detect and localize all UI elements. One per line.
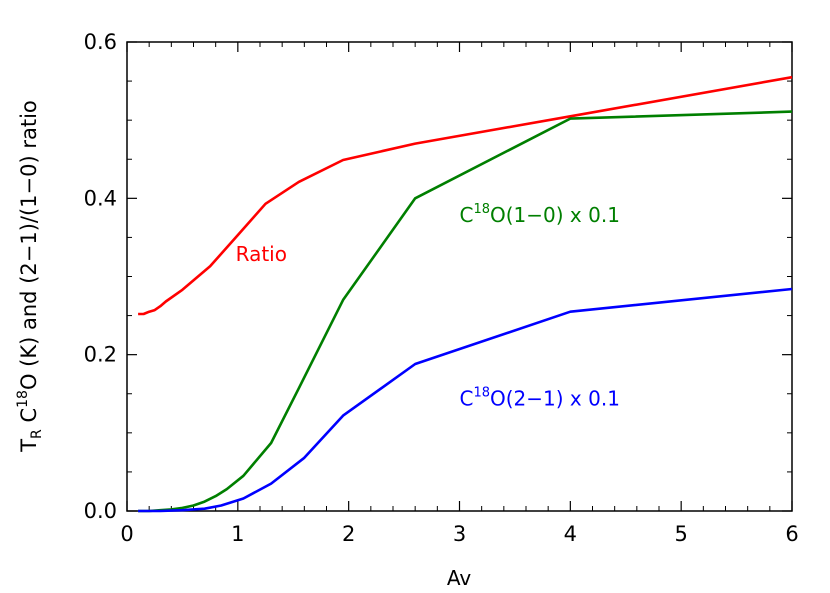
y-tick-label: 0.2 (84, 343, 117, 367)
y-axis-label-sub: R (29, 429, 45, 439)
x-tick-label: 2 (342, 522, 355, 546)
x-tick-label: 6 (785, 522, 798, 546)
y-axis-label-sup: 18 (15, 390, 31, 408)
annotation-c18o-10-post: O(1−0) x 0.1 (490, 203, 620, 227)
x-tick-label: 0 (120, 522, 133, 546)
annotation-c18o-21: C18O(2−1) x 0.1 (460, 385, 620, 410)
series-line-ratio (138, 75, 793, 316)
annotation-c18o-10: C18O(1−0) x 0.1 (460, 202, 620, 227)
plot-frame (126, 41, 793, 512)
series-lines (138, 75, 793, 513)
y-tick-label: 0.0 (84, 499, 117, 523)
series-line-c18o-10 (138, 110, 793, 513)
x-tick-label: 5 (674, 522, 687, 546)
x-tick-label: 3 (453, 522, 466, 546)
annotation-c18o-21-pre: C (460, 386, 474, 410)
axis-tick-labels: 0 1 2 3 4 5 6 0.0 0.2 0.4 0.6 (84, 30, 799, 546)
y-axis-label-part1: C (17, 408, 41, 429)
annotation-c18o-21-sup: 18 (473, 385, 490, 400)
annotation-c18o-21-post: O(2−1) x 0.1 (490, 386, 620, 410)
y-axis-label-part2: O (K) and (2−1)/(1−0) ratio (17, 100, 41, 390)
y-axis-label: TR C18O (K) and (2−1)/(1−0) ratio (15, 100, 45, 453)
annotation-c18o-10-pre: C (460, 203, 474, 227)
annotation-ratio: Ratio (236, 242, 287, 266)
x-tick-label: 4 (564, 522, 577, 546)
x-tick-label: 1 (231, 522, 244, 546)
y-axis-label-main: T (17, 439, 41, 453)
axis-ticks (126, 41, 793, 512)
x-axis-label: Av (447, 566, 472, 590)
y-tick-label: 0.6 (84, 30, 117, 54)
series-line-c18o-21 (138, 287, 793, 513)
y-tick-label: 0.4 (84, 186, 117, 210)
annotation-c18o-10-sup: 18 (473, 202, 490, 217)
